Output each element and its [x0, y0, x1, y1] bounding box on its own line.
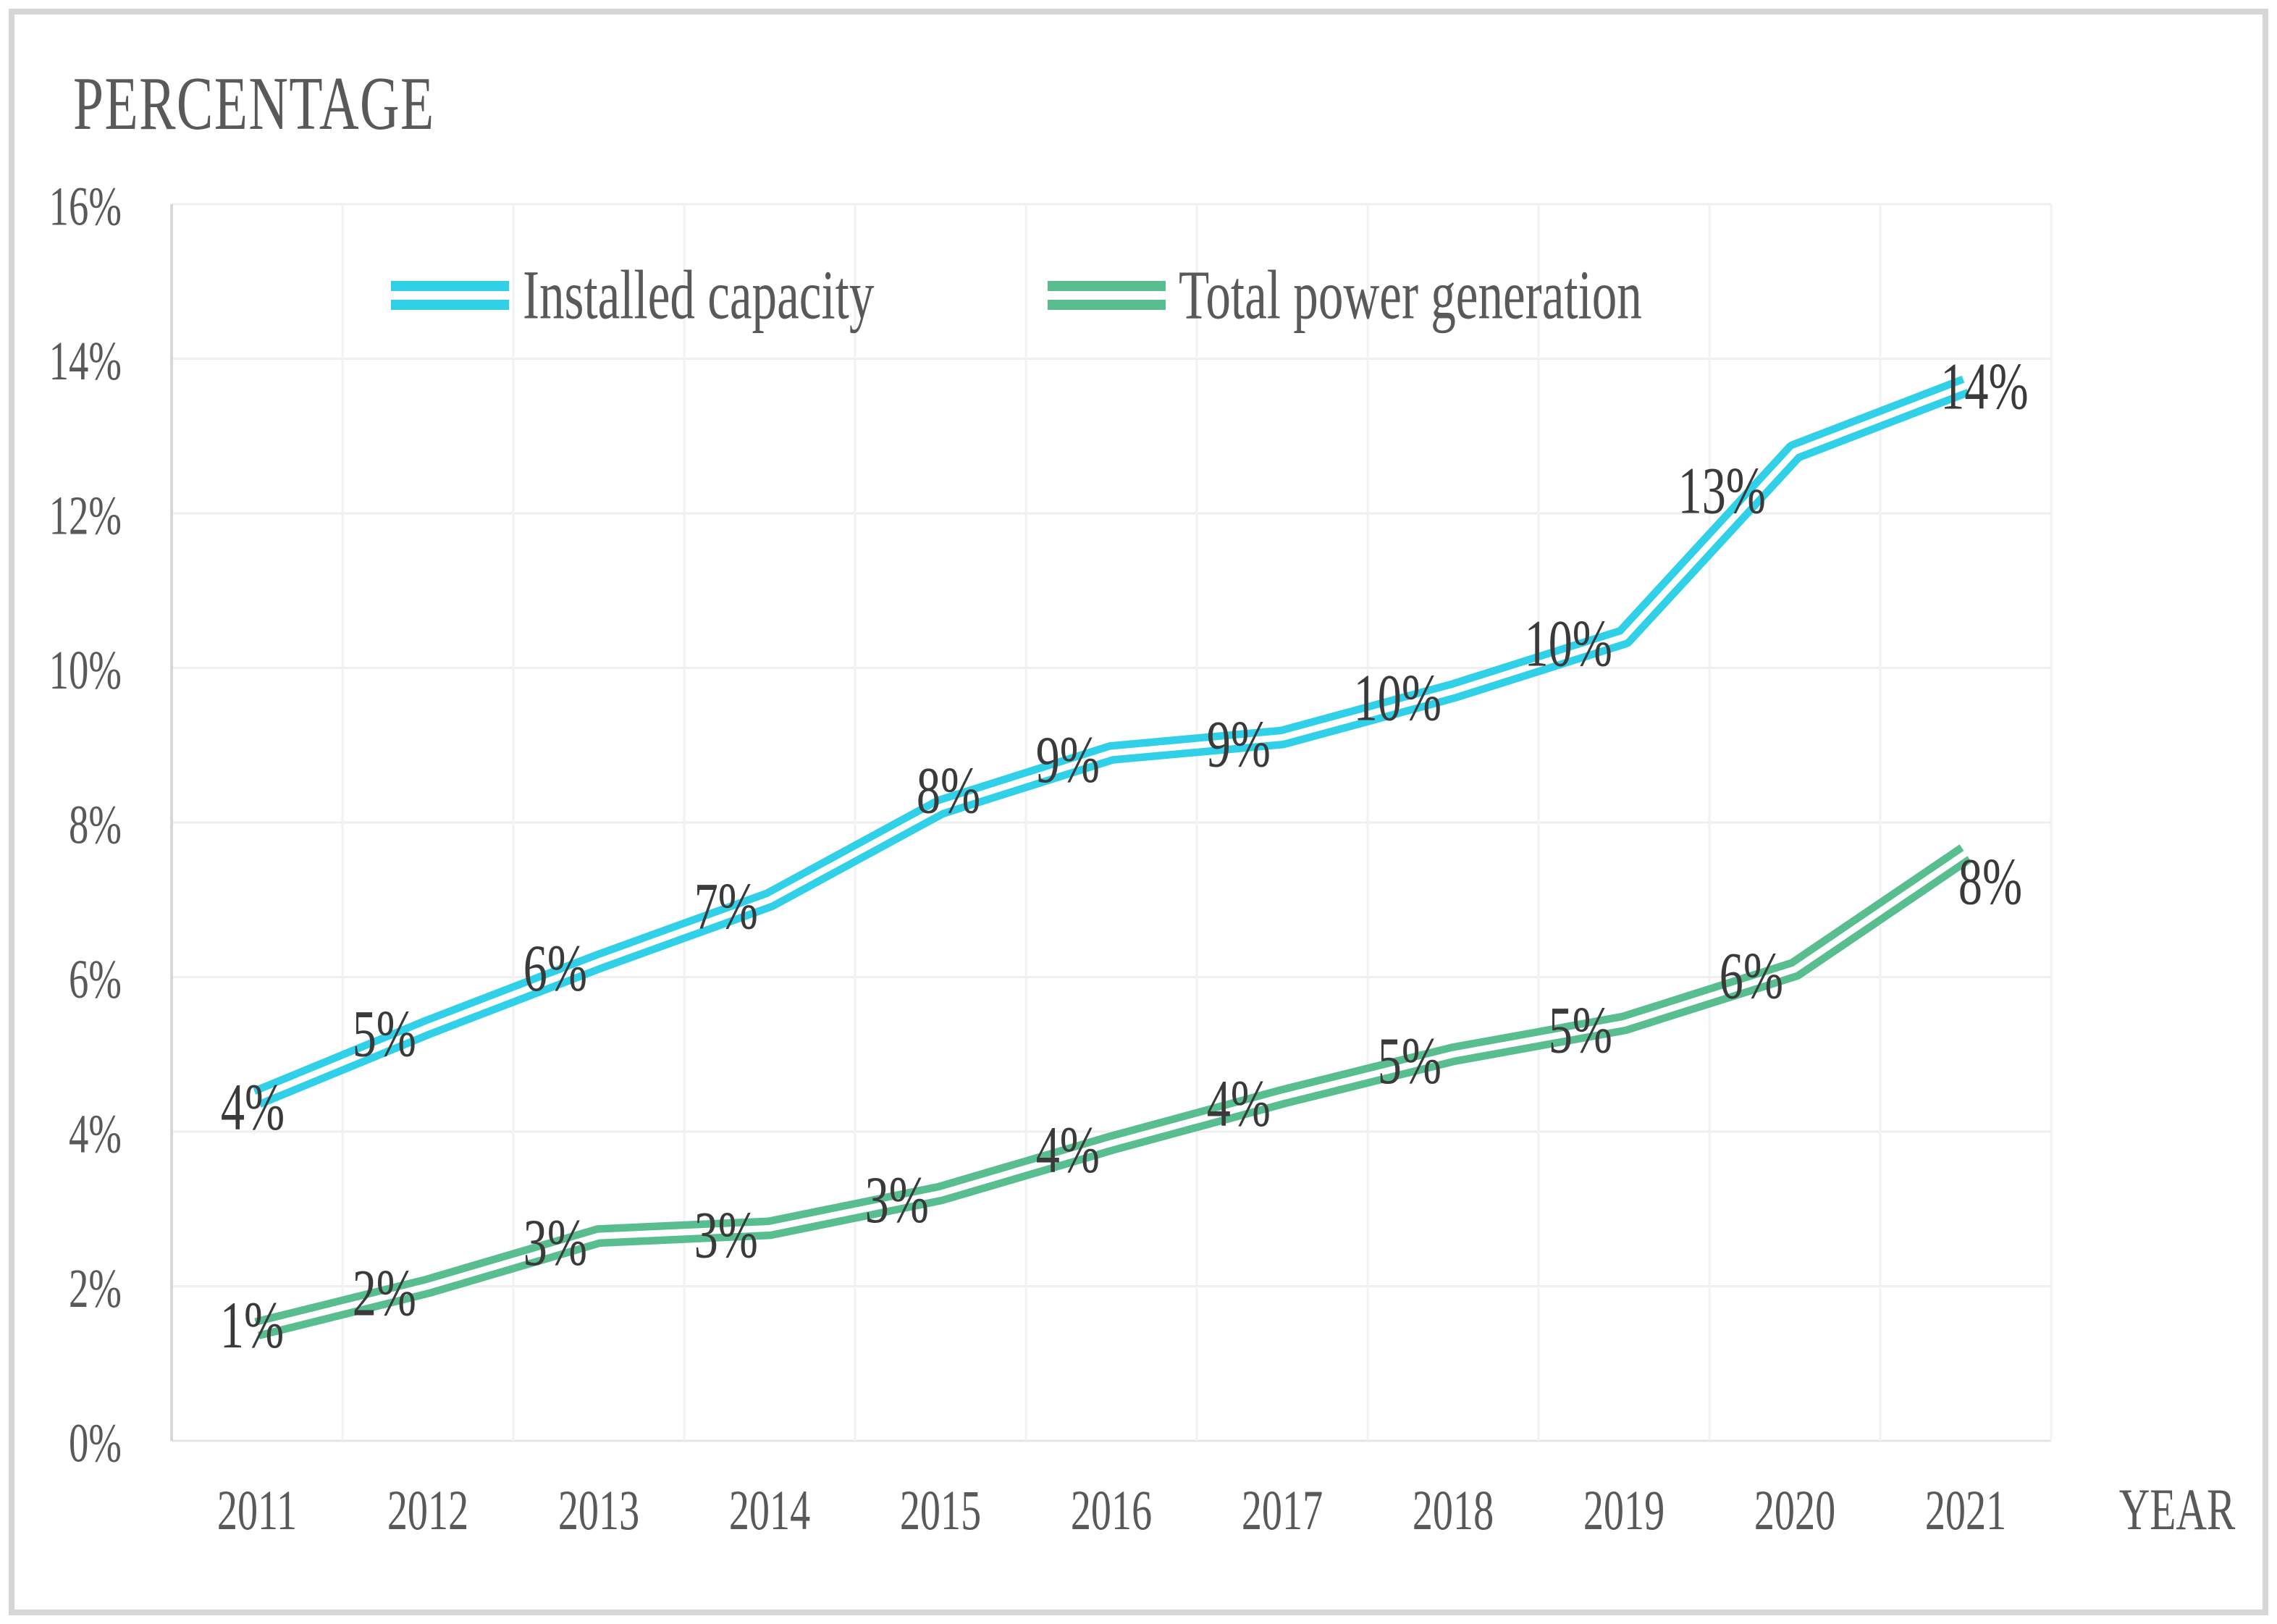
data-label-2015-installed-capacity: 8% [917, 754, 980, 828]
data-label-2021-installed-capacity: 14% [1940, 350, 2028, 424]
data-label-2016-total-power-generation: 4% [1036, 1114, 1100, 1187]
data-label-2016-installed-capacity: 9% [1036, 723, 1100, 796]
data-label-2018-total-power-generation: 5% [1378, 1025, 1441, 1098]
data-label-2012-total-power-generation: 2% [353, 1257, 416, 1330]
series-line-core-total-power-generation [256, 850, 1968, 1332]
data-label-2019-installed-capacity: 10% [1525, 607, 1612, 681]
legend-swatch-installed-capacity-icon [391, 300, 509, 310]
legend-swatch-installed-capacity-icon [391, 281, 509, 291]
data-label-2014-installed-capacity: 7% [694, 870, 758, 943]
legend-label-total-power-generation: Total power generation [1179, 257, 1642, 335]
chart-title: PERCENTAGE [73, 61, 435, 146]
x-tick-label: 2018 [1413, 1478, 1494, 1541]
legend-swatch-total-power-generation-icon [1048, 281, 1166, 291]
x-tick-label: 2014 [729, 1478, 810, 1541]
data-label-2018-installed-capacity: 10% [1354, 662, 1441, 735]
y-tick-label: 16% [49, 177, 122, 237]
legend-item-installed-capacity: Installed capacity [391, 257, 875, 335]
y-tick-label: 8% [69, 795, 122, 856]
data-label-2019-total-power-generation: 5% [1549, 994, 1612, 1067]
x-tick-label: 2016 [1071, 1478, 1152, 1541]
legend-swatch-total-power-generation-icon [1048, 300, 1166, 310]
data-label-2011-total-power-generation: 1% [220, 1289, 284, 1363]
legend-label-installed-capacity: Installed capacity [523, 257, 875, 335]
y-tick-label: 4% [69, 1104, 122, 1165]
data-label-2014-total-power-generation: 3% [694, 1199, 758, 1272]
data-label-2013-installed-capacity: 6% [523, 933, 587, 1006]
series-line-core-installed-capacity [256, 382, 1967, 1101]
x-tick-label: 2013 [558, 1478, 639, 1541]
x-tick-label: 2019 [1583, 1478, 1664, 1541]
data-label-2013-total-power-generation: 3% [523, 1207, 587, 1280]
data-label-2020-total-power-generation: 6% [1720, 940, 1783, 1013]
data-label-2012-installed-capacity: 5% [353, 998, 416, 1071]
y-tick-label: 14% [49, 332, 122, 392]
y-tick-label: 6% [69, 950, 122, 1011]
x-tick-label: 2017 [1242, 1478, 1323, 1541]
y-tick-label: 0% [69, 1413, 122, 1474]
y-tick-label: 12% [49, 486, 122, 547]
data-label-2017-total-power-generation: 4% [1207, 1067, 1271, 1140]
data-label-2020-installed-capacity: 13% [1678, 455, 1766, 528]
x-tick-label: 2015 [900, 1478, 981, 1541]
data-label-2021-total-power-generation: 8% [1958, 846, 2022, 919]
y-tick-label: 10% [49, 641, 122, 702]
legend: Installed capacity Total power generatio… [391, 257, 1642, 335]
data-label-2015-total-power-generation: 3% [865, 1164, 929, 1237]
y-tick-label: 2% [69, 1259, 122, 1320]
x-tick-label: 2020 [1754, 1478, 1835, 1541]
x-tick-label: 2012 [387, 1478, 468, 1541]
x-tick-label: 2011 [217, 1478, 297, 1541]
x-axis-title: YEAR [2119, 1477, 2236, 1543]
data-label-2017-installed-capacity: 9% [1207, 708, 1271, 781]
legend-item-total-power-generation: Total power generation [1048, 257, 1642, 335]
x-tick-label: 2021 [1925, 1478, 2006, 1541]
data-label-2011-installed-capacity: 4% [221, 1072, 285, 1145]
